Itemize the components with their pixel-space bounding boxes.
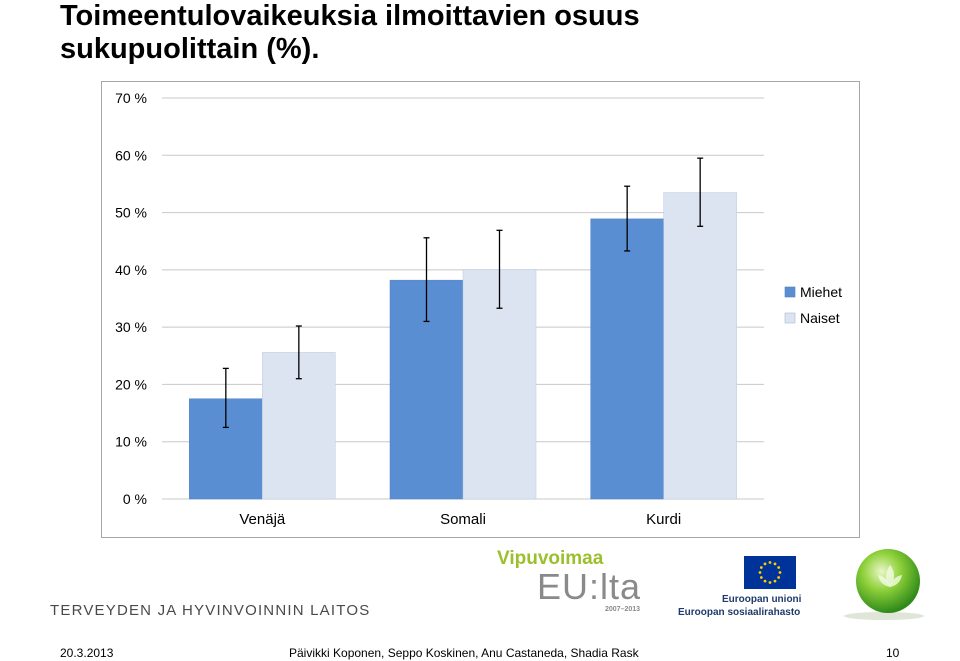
eu-flag-icon [744,556,796,589]
eu-star-icon [773,579,777,583]
green-orb-logo-icon [844,549,924,620]
vipuvoimaa-text: Vipuvoimaa [497,548,604,569]
bar-miehet [590,218,664,500]
footer-authors: Päivikki Koponen, Seppo Koskinen, Anu Ca… [289,646,639,660]
legend-label: Miehet [800,284,842,300]
title-line-2: sukupuolittain (%). [60,33,320,65]
y-tick-label: 10 % [115,434,147,450]
y-tick-label: 60 % [115,147,147,163]
eu-star-icon [759,566,763,569]
x-category-label: Kurdi [646,511,681,528]
years-text: 2007–2013 [605,606,641,613]
y-tick-label: 70 % [115,90,147,106]
bar-chart: 0 % 10 % 20 % 30 % 40 % 50 % 60 % 70 % Venäjä Som… [115,90,842,528]
eu-star-icon [763,562,767,566]
legend-label: Naiset [800,310,840,326]
footer-date: 20.3.2013 [60,646,114,660]
legend-swatch [784,286,796,298]
chart-area: 0 % 10 % 20 % 30 % 40 % 50 % 60 % 70 % Venäjä Som… [101,81,860,538]
eu-star-icon [773,562,777,566]
x-category-label: Somali [440,511,486,528]
footer: 20.3.2013 Päivikki Koponen, Seppo Koskin… [0,643,960,661]
eu-star-icon [777,566,781,569]
page-number: 10 [886,646,900,660]
slide-title: Toimeentulovaikeuksia ilmoittavien osuus… [60,0,940,66]
eu-star-icon [758,571,762,574]
eu-star-icon [777,576,781,579]
y-tick-label: 50 % [115,205,147,221]
title-line-1: Toimeentulovaikeuksia ilmoittavien osuus [60,0,640,32]
x-category-label: Venäjä [239,511,286,528]
legend-swatch [784,312,796,324]
eu-logo: Euroopan unioni Euroopan sosiaalirahasto [678,556,802,620]
eu-union-text: Euroopan unioni [722,594,802,605]
eulta-text: EU:lta [537,566,642,607]
eu-star-icon [778,571,782,574]
eu-fund-text: Euroopan sosiaalirahasto [678,607,801,618]
y-tick-label: 30 % [115,319,147,335]
eu-star-icon [768,561,772,564]
eu-star-icon [768,581,772,584]
eu-star-icon [759,576,763,579]
thl-logo-text: TERVEYDEN JA HYVINVOINNIN LAITOS [50,602,371,619]
eu-star-icon [763,579,767,583]
vipuvoimaa-logo: Vipuvoimaa EU:lta 2007–2013 [497,548,657,618]
y-tick-label: 20 % [115,376,147,392]
y-tick-label: 40 % [115,262,147,278]
bar-naiset [663,192,737,500]
y-tick-label: 0 % [123,491,147,507]
